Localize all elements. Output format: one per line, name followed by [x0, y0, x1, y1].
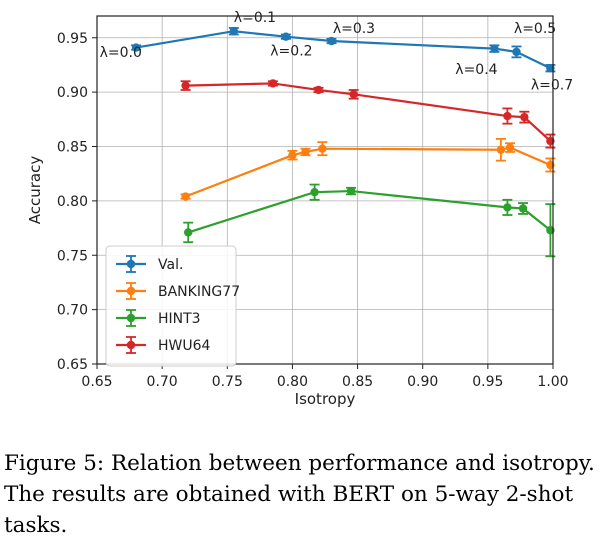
legend-swatch-marker [126, 313, 136, 323]
lambda-annotation: λ=0.5 [514, 21, 556, 37]
data-point [318, 144, 327, 153]
data-point [301, 147, 310, 157]
data-point [314, 85, 323, 95]
y-tick-label: 0.80 [57, 194, 88, 210]
accuracy-vs-isotropy-chart: λ=0.0 λ=0.1 λ=0.2 λ=0.3 λ=0.4 λ=0.5 λ=0.7 0.65… [26, 10, 574, 408]
figure-caption: Figure 5: Relation between performance a… [4, 451, 595, 538]
data-point [181, 192, 190, 201]
data-point [131, 43, 141, 52]
legend: Val. BANKING77 HINT3 HWU64 [105, 245, 240, 367]
series-banking77 [180, 137, 556, 201]
series-val [131, 27, 556, 73]
data-point [229, 27, 238, 36]
y-axis-label: Accuracy [26, 156, 44, 225]
lambda-annotation: λ=0.3 [333, 21, 375, 37]
legend-swatch-marker [126, 286, 136, 296]
series-line [187, 189, 552, 234]
y-tick-label: 0.75 [57, 248, 88, 264]
series-hint3 [183, 183, 556, 258]
lambda-annotation: λ=0.0 [100, 45, 142, 61]
y-tick-label: 0.95 [57, 31, 88, 47]
legend-label: Val. [158, 257, 183, 273]
legend-swatch-marker [126, 259, 136, 269]
lambda-annotations: λ=0.0 λ=0.1 λ=0.2 λ=0.3 λ=0.4 λ=0.5 λ=0.7 [100, 10, 574, 93]
legend-item: BANKING77 [116, 282, 240, 300]
series-hwu64 [180, 79, 556, 149]
x-tick-label: 0.65 [81, 374, 112, 390]
y-tick-label: 0.70 [57, 303, 88, 319]
legend-item: HINT3 [116, 309, 201, 327]
data-point [288, 151, 297, 160]
data-point [518, 204, 528, 213]
data-point [181, 81, 190, 90]
legend-item: HWU64 [116, 336, 211, 354]
data-point [503, 203, 512, 212]
legend-item: Val. [116, 255, 183, 273]
data-point [503, 111, 512, 121]
data-point [346, 186, 356, 196]
data-point [268, 79, 278, 88]
x-axis-label: Isotropy [295, 390, 356, 408]
series-layer [131, 27, 556, 258]
data-point [490, 44, 499, 53]
x-tick-label: 0.80 [277, 374, 308, 390]
lambda-annotation: λ=0.7 [531, 77, 573, 93]
x-tick-label: 0.90 [407, 374, 438, 390]
data-point [327, 36, 336, 46]
data-point [512, 47, 521, 57]
data-point [520, 112, 529, 122]
y-tick-label: 0.90 [57, 85, 88, 101]
series-line [185, 146, 551, 198]
legend-box [105, 245, 237, 367]
x-tick-label: 0.85 [342, 374, 373, 390]
data-point [349, 90, 358, 99]
data-point [496, 145, 506, 154]
data-point [184, 228, 193, 237]
y-tick-label: 0.65 [57, 357, 88, 373]
axis-ticks: 0.65 0.70 0.75 0.80 0.85 0.90 0.95 1.00 0.65 0.70… [57, 31, 569, 390]
data-point [310, 187, 319, 197]
x-tick-label: 0.95 [472, 374, 503, 390]
legend-label: HINT3 [158, 311, 201, 327]
lambda-annotation: λ=0.1 [234, 10, 276, 26]
legend-swatch-marker [126, 340, 136, 350]
lambda-annotation: λ=0.2 [270, 44, 312, 60]
lambda-annotation: λ=0.4 [455, 62, 497, 78]
legend-label: HWU64 [158, 338, 211, 354]
legend-label: BANKING77 [158, 284, 240, 300]
data-point [281, 32, 291, 41]
x-tick-label: 0.70 [147, 374, 178, 390]
data-point [505, 143, 515, 152]
x-tick-label: 1.00 [537, 374, 568, 390]
x-tick-label: 0.75 [212, 374, 243, 390]
plot-frame [96, 15, 554, 365]
y-tick-label: 0.85 [57, 140, 88, 156]
